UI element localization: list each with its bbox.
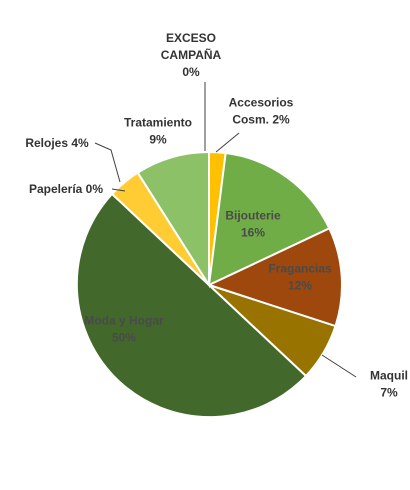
data-label-line: Bijouterie [225,209,281,223]
data-label-line: Cosm. 2% [232,113,290,127]
data-label-accesorios-cosm: Accesorios Cosm. 2% [229,96,294,127]
data-label-moda-y-hogar: Moda y Hogar 50% [84,314,164,345]
slice-moda-y-hogar [75,192,308,419]
data-label-line: Papelería 0% [29,182,103,196]
leader-line-accesorios-cosm [215,132,240,153]
data-label-line: Fragancias [268,262,332,276]
leader-line-papeleria [111,188,126,192]
data-label-bijouterie: Bijouterie 16% [225,209,281,240]
data-label-line: CAMPAÑA [161,47,222,62]
leader-line-relojes [94,142,121,183]
data-label-line: 16% [241,226,265,240]
data-label-relojes: Relojes 4% [25,136,89,150]
data-label-papeleria: Papelería 0% [29,182,103,196]
data-label-line: Moda y Hogar [84,314,164,328]
slice-bijouterie [207,151,331,287]
data-label-fragancias: Fragancias 12% [268,262,332,293]
data-label-exceso-campana: EXCESO CAMPAÑA 0% [161,31,222,79]
data-label-line: EXCESO [166,31,216,45]
data-label-maquil: Maquil 7% [370,369,408,400]
data-label-line: 7% [380,386,398,400]
data-label-line: 0% [182,65,200,79]
data-label-line: Accesorios [229,96,294,110]
data-label-line: Maquil [370,369,408,383]
data-label-line: Relojes 4% [25,136,89,150]
data-label-tratamiento: Tratamiento 9% [124,116,192,147]
slice-fragancias [206,227,343,328]
data-label-line: 9% [149,133,167,147]
leader-line-maquil [321,354,357,378]
data-label-line: 12% [288,279,312,293]
slice-tratamiento [136,150,210,289]
data-label-line: 50% [112,331,136,345]
data-label-line: Tratamiento [124,116,192,130]
